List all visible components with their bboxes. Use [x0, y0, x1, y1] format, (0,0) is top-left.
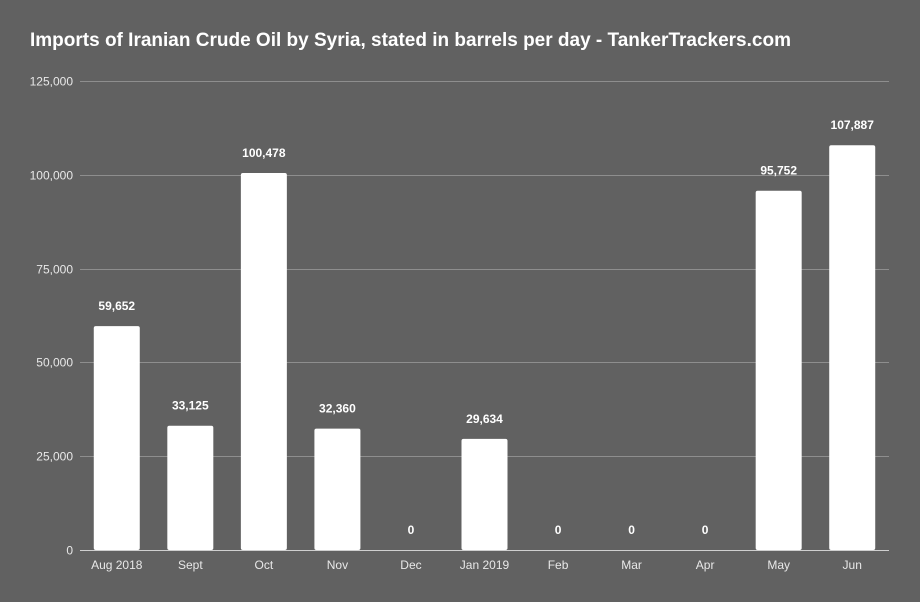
x-tick-label: Jun: [843, 558, 862, 572]
bars: [93, 145, 876, 551]
data-label: 0: [555, 523, 562, 537]
data-label: 33,125: [172, 399, 209, 413]
y-tick-label: 50,000: [36, 356, 73, 370]
bar: [93, 326, 140, 550]
data-label: 0: [702, 523, 709, 537]
data-label: 59,652: [98, 299, 135, 313]
bar: [461, 438, 508, 550]
labels: 0 25,000 50,000 75,000 100,000 125,000 59,652 A…: [30, 75, 875, 573]
data-label: 29,634: [466, 412, 503, 426]
data-label: 95,752: [760, 164, 797, 178]
x-tick-label: Sept: [178, 558, 203, 572]
x-tick-label: Jan 2019: [460, 558, 510, 572]
x-tick-label: Feb: [548, 558, 569, 572]
data-label: 0: [628, 523, 635, 537]
data-label: 100,478: [242, 146, 286, 160]
data-label: 107,887: [831, 118, 875, 132]
y-tick-label: 0: [66, 544, 73, 558]
chart-title: Imports of Iranian Crude Oil by Syria, s…: [30, 30, 791, 51]
y-tick-label: 125,000: [30, 75, 74, 89]
bar: [829, 145, 876, 550]
x-tick-label: Mar: [621, 558, 642, 572]
x-tick-label: Aug 2018: [91, 558, 143, 572]
x-tick-label: Nov: [327, 558, 348, 572]
x-tick-label: Oct: [255, 558, 274, 572]
x-tick-label: May: [767, 558, 790, 572]
data-label: 32,360: [319, 402, 356, 416]
x-tick-label: Dec: [400, 558, 421, 572]
y-tick-label: 75,000: [36, 263, 73, 277]
y-tick-label: 25,000: [36, 450, 73, 464]
data-label: 0: [408, 523, 415, 537]
bar: [314, 428, 361, 550]
bar: [755, 190, 802, 550]
y-tick-label: 100,000: [30, 169, 74, 183]
bar: [167, 425, 214, 550]
x-tick-label: Apr: [696, 558, 715, 572]
bar: [240, 173, 287, 551]
